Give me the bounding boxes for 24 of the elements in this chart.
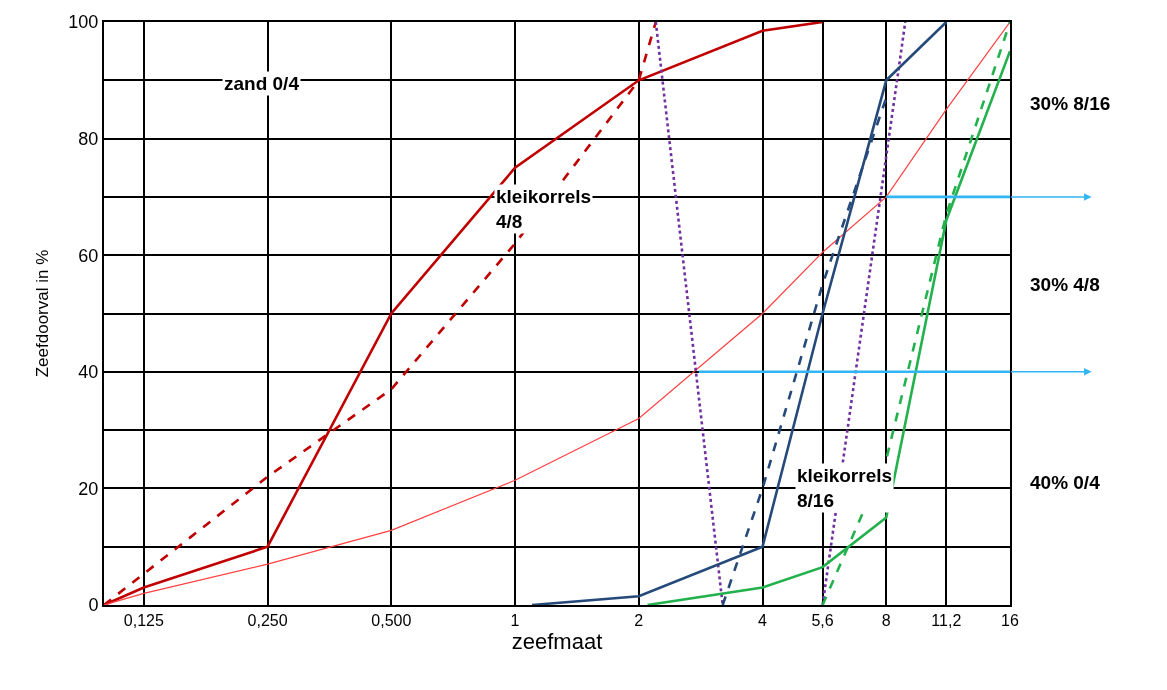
x-tick-label: 0,250 xyxy=(247,612,288,630)
y-tick-label: 40 xyxy=(78,362,99,383)
x-tick-label: 16 xyxy=(1001,612,1019,630)
text: 40% 0/4 xyxy=(1030,472,1101,493)
y-tick-label: 100 xyxy=(68,12,99,33)
annotation: zand 0/4 xyxy=(224,73,300,94)
x-axis-title: zeefmaat xyxy=(511,629,603,655)
annotation: kleikorrels 8/16 xyxy=(797,465,893,511)
x-tick-label: 8 xyxy=(881,612,891,630)
text: 30% 4/8 xyxy=(1030,274,1100,295)
x-tick-label: 2 xyxy=(634,612,644,630)
annotation: kleikorrels 4/8 xyxy=(496,186,592,232)
x-tick-label: 0,500 xyxy=(371,612,412,630)
y-tick-label: 80 xyxy=(78,128,99,149)
x-tick-label: 11,2 xyxy=(931,612,962,630)
y-tick-label: 60 xyxy=(78,245,99,266)
x-tick-label: 4 xyxy=(758,612,768,630)
x-tick-label: 0,125 xyxy=(123,612,164,630)
y-tick-label: 20 xyxy=(78,478,99,499)
y-tick-label: 0 xyxy=(88,595,99,616)
x-tick-label: 1 xyxy=(510,612,520,630)
y-axis-title: Zeefdoorval in % xyxy=(33,249,53,378)
text: 30% 8/16 xyxy=(1030,93,1111,114)
x-tick-label: 5,6 xyxy=(811,612,834,630)
